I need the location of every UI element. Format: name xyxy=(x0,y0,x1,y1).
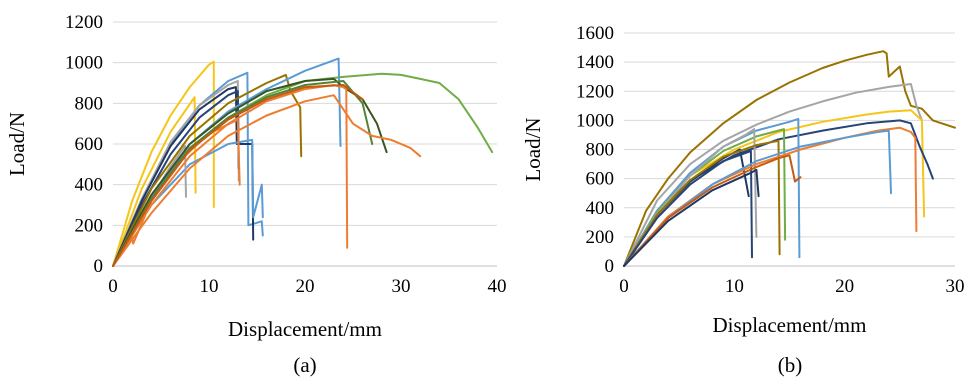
caption-b: (b) xyxy=(778,353,803,377)
y-tick-label: 1000 xyxy=(576,110,614,131)
x-tick-label: 20 xyxy=(296,276,315,297)
y-tick-label: 1400 xyxy=(576,52,614,73)
x-tick-label: 30 xyxy=(946,276,965,297)
series-line-11 xyxy=(623,126,918,267)
series-line-14 xyxy=(112,80,374,267)
x-axis-title: Displacement/mm xyxy=(228,317,382,341)
x-tick-label: 40 xyxy=(488,276,507,297)
series-line-5 xyxy=(112,86,255,267)
y-tick-label: 0 xyxy=(94,256,104,277)
series-line-2 xyxy=(112,96,197,267)
y-tick-label: 800 xyxy=(75,93,104,114)
series-line-12 xyxy=(112,57,342,267)
y-tick-label: 400 xyxy=(75,175,104,196)
series-line-17 xyxy=(112,84,364,267)
caption-a: (a) xyxy=(293,353,316,377)
x-axis-title: Displacement/mm xyxy=(713,313,867,337)
y-tick-label: 1600 xyxy=(576,23,614,44)
y-tick-label: 0 xyxy=(605,256,615,277)
series-line-1 xyxy=(112,60,215,267)
y-tick-label: 200 xyxy=(586,227,615,248)
series-line-2 xyxy=(623,83,923,267)
x-tick-label: 10 xyxy=(200,276,219,297)
series-line-1 xyxy=(623,50,956,267)
chart-panel-a: 0 200 400 600 800 1000 1200 0 10 20 30 40 Displaceme… xyxy=(5,12,507,341)
y-tick-label: 600 xyxy=(586,169,615,190)
x-tick-label: 30 xyxy=(392,276,411,297)
series-line-10 xyxy=(112,73,303,267)
y-tick-label: 1200 xyxy=(65,12,103,33)
x-tick-label: 0 xyxy=(619,276,629,297)
y-axis-title: Load/N xyxy=(5,112,29,176)
chart-panel-b: 0 200 400 600 800 1000 1200 1400 1600 0 10 20 30 Disp… xyxy=(521,23,965,337)
series-line-6 xyxy=(112,90,240,267)
x-tick-label: 20 xyxy=(835,276,854,297)
series-line-12 xyxy=(623,129,892,267)
series-line-15 xyxy=(112,84,349,267)
series-line-10 xyxy=(623,150,753,267)
y-tick-label: 1000 xyxy=(65,53,103,74)
y-tick-label: 400 xyxy=(586,198,615,219)
x-tick-label: 10 xyxy=(725,276,744,297)
series-line-16 xyxy=(112,94,422,267)
y-tick-label: 200 xyxy=(75,215,104,236)
x-tick-label: 0 xyxy=(108,276,118,297)
y-axis-title: Load/N xyxy=(521,117,545,181)
series-line-13 xyxy=(623,154,802,267)
y-tick-label: 600 xyxy=(75,134,104,155)
y-tick-label: 1200 xyxy=(576,81,614,102)
y-tick-label: 800 xyxy=(586,140,615,161)
series-line-13 xyxy=(112,77,388,267)
series-line-9 xyxy=(623,139,781,267)
series-line-14 xyxy=(623,168,760,267)
